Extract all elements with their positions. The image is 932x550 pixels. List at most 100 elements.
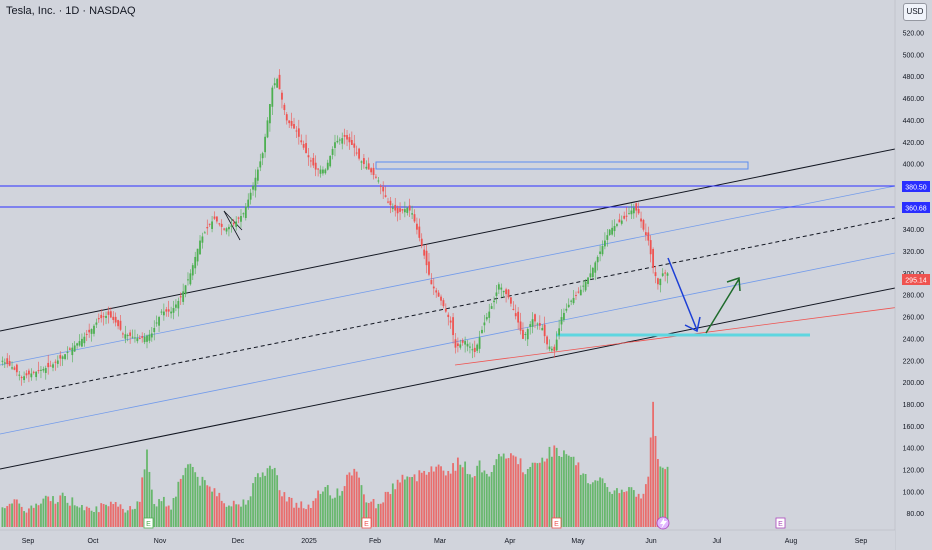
candle-body	[107, 311, 110, 315]
earnings-marker[interactable]	[775, 517, 786, 529]
candle-body	[37, 370, 40, 372]
candlesticks	[1, 69, 669, 386]
volume-bar	[481, 472, 483, 527]
volume-bar	[647, 476, 650, 527]
volume-bar	[225, 506, 228, 527]
volume-bar	[199, 485, 201, 527]
candle-body	[411, 213, 413, 215]
y-tick-label: 240.00	[903, 336, 925, 343]
candle-body	[131, 336, 134, 338]
candle-body	[61, 356, 64, 359]
volume-bar	[519, 458, 522, 527]
volume-bar	[363, 494, 365, 527]
volume-bar	[570, 456, 573, 527]
candle-body	[322, 169, 324, 174]
volume-bar	[666, 466, 669, 527]
candle-body	[452, 317, 454, 336]
volume-bar	[281, 496, 283, 527]
volume-bar	[47, 496, 50, 527]
candle-body	[534, 314, 536, 322]
price-axis[interactable]: 520.00 500.00 480.00 460.00 440.00 420.00 400.…	[894, 0, 932, 550]
candle-body	[623, 215, 626, 219]
volume-bar	[138, 501, 141, 527]
candle-body	[635, 203, 638, 211]
candle-body	[666, 273, 669, 276]
volume-bar	[637, 493, 640, 527]
candle-body	[430, 280, 433, 285]
earnings-marker[interactable]	[551, 517, 562, 529]
volume-bar	[172, 497, 175, 527]
volume-bar	[582, 473, 585, 527]
candle-body	[343, 134, 346, 137]
volume-bar	[97, 512, 100, 527]
earnings-marker[interactable]	[143, 517, 154, 529]
earnings-marker[interactable]	[361, 517, 372, 529]
candle-body	[649, 240, 652, 255]
y-tick-label: 100.00	[903, 489, 925, 496]
currency-button[interactable]: USD	[903, 3, 927, 21]
candle-body	[293, 124, 295, 129]
volume-bar	[271, 469, 274, 527]
volume-bar	[244, 504, 247, 527]
volume-bar	[577, 462, 580, 527]
volume-bar	[476, 465, 479, 527]
candle-body	[555, 339, 558, 351]
volume-bar	[611, 493, 614, 527]
candle-body	[372, 167, 375, 176]
candle-body	[546, 336, 548, 345]
candle-body	[129, 332, 132, 336]
volume-bar	[25, 512, 28, 527]
volume-bar	[541, 457, 544, 527]
candle-body	[1, 360, 4, 362]
volume-bar	[28, 508, 30, 527]
y-tick-label: 480.00	[903, 74, 925, 81]
candle-body	[189, 273, 192, 285]
candle-body	[367, 163, 370, 170]
volume-bar	[334, 497, 336, 527]
volume-bar	[510, 453, 512, 527]
volume-bar	[66, 502, 69, 527]
candle-body	[469, 346, 471, 348]
x-tick-label: Apr	[505, 538, 517, 545]
candle-body	[218, 223, 221, 225]
volume-bar	[623, 492, 626, 527]
volume-bar	[201, 476, 204, 527]
volume-bar	[100, 503, 103, 527]
candle-body	[514, 313, 517, 317]
candle-body	[177, 300, 180, 309]
volume-bar	[276, 475, 279, 527]
candle-body	[519, 321, 522, 331]
volume-bar	[534, 462, 536, 527]
volume-bar	[384, 491, 387, 527]
candle-body	[314, 162, 317, 170]
volume-bar	[331, 498, 334, 527]
volume-bar	[37, 505, 40, 527]
volume-bar	[81, 504, 83, 527]
volume-bar	[406, 476, 409, 527]
dividend-lightning-icon[interactable]	[656, 516, 670, 530]
candle-body	[495, 292, 498, 296]
candle-body	[266, 120, 269, 138]
volume-bar	[117, 506, 119, 527]
time-axis[interactable]: Sep Oct Nov Dec 2025 Feb Mar Apr May Jun Jul Aug Sep	[0, 529, 895, 550]
candle-body	[32, 371, 35, 373]
volume-bar	[579, 474, 582, 527]
candle-body	[54, 361, 57, 363]
candle-body	[100, 314, 103, 319]
volume-bar	[88, 507, 91, 527]
volume-bar	[538, 462, 541, 527]
candle-body	[136, 338, 139, 342]
candle-body	[28, 370, 30, 375]
volume-bar	[3, 508, 6, 527]
volume-bar	[30, 505, 33, 527]
candle-body	[485, 317, 488, 320]
volume-bar	[411, 476, 413, 527]
candle-body	[160, 311, 163, 313]
y-tick-label: 260.00	[903, 315, 925, 322]
candle-body	[329, 155, 332, 167]
y-tick-label: 500.00	[903, 52, 925, 59]
volume-bar	[377, 503, 380, 527]
candle-body	[425, 250, 428, 266]
